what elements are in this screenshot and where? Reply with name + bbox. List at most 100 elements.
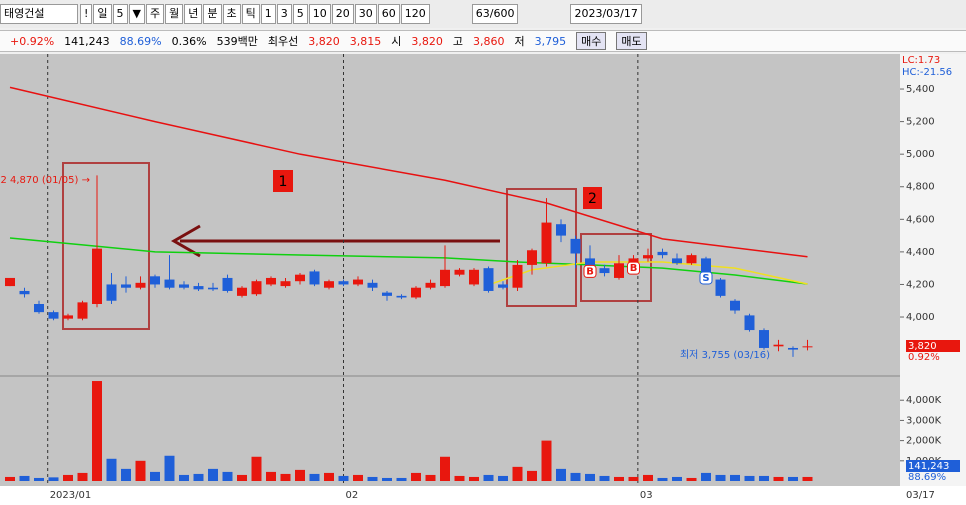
candle-body — [527, 250, 537, 265]
period-button[interactable]: 년 — [184, 4, 203, 24]
signal-marker — [583, 264, 597, 278]
candle-body — [106, 284, 117, 301]
volume-bar — [48, 477, 59, 481]
period-button[interactable]: ! — [80, 4, 93, 24]
period-button[interactable]: 10 — [308, 4, 331, 24]
volume-bar — [483, 474, 494, 481]
y-tick-label: 5,400 — [906, 84, 935, 95]
volume-bar — [34, 477, 44, 481]
volume-bar — [556, 468, 566, 481]
period-button[interactable]: 120 — [400, 4, 430, 24]
buy-button[interactable]: 매수 — [576, 32, 607, 50]
period-button[interactable]: 초 — [222, 4, 241, 24]
date[interactable]: 2023/03/17 — [570, 4, 642, 24]
period-button[interactable]: 30 — [354, 4, 377, 24]
candle-body — [744, 315, 755, 331]
candle-body — [425, 282, 436, 288]
volume-bar — [324, 472, 334, 481]
volume-bar — [759, 475, 769, 481]
info-item: 539백만 — [216, 35, 258, 48]
volume-bar — [527, 470, 537, 481]
sell-button[interactable]: 매도 — [616, 32, 647, 50]
candle-body — [135, 282, 146, 288]
box-label: 1 — [279, 174, 288, 190]
info-item: 3,820 — [411, 34, 443, 48]
info-item: 3,860 — [472, 34, 505, 48]
volume-bar — [715, 474, 726, 481]
candle-body — [266, 277, 276, 285]
candle-body — [208, 287, 218, 290]
signal-marker — [699, 271, 713, 285]
candle-body — [657, 251, 668, 256]
volume-bar — [788, 476, 798, 481]
info-item: 시 — [391, 35, 402, 48]
candle-body — [759, 330, 769, 348]
period-button[interactable]: 틱 — [241, 4, 260, 24]
x-label: 2023/01 — [50, 490, 92, 501]
high-note: 2 4,870 (01/05) → — [0, 175, 90, 186]
volume-bar — [744, 475, 755, 481]
volume-bar — [701, 472, 711, 481]
volume-bar — [164, 455, 175, 481]
candle-body — [367, 282, 378, 288]
volume-bar — [382, 477, 392, 481]
period-button[interactable]: 60 — [377, 4, 400, 24]
period-button[interactable]: 3 — [276, 4, 292, 24]
y-tick-label: 5,200 — [906, 117, 935, 128]
volume-bar — [672, 476, 682, 481]
volume-bar — [77, 472, 88, 481]
candle-body — [382, 292, 392, 296]
candle-body — [396, 295, 407, 298]
date-bar — [0, 486, 966, 505]
period-button[interactable]: 1 — [260, 4, 276, 24]
candle-body — [5, 277, 15, 287]
period-button[interactable]: ▼ — [128, 4, 146, 24]
info-item: 3,820 — [308, 34, 340, 48]
volume-bar — [454, 475, 465, 481]
volume-bar — [179, 474, 189, 481]
price-box — [906, 340, 960, 352]
candle-body — [643, 255, 653, 259]
volume-bar — [266, 471, 276, 481]
volume-bar — [280, 473, 291, 481]
candle-body — [802, 346, 813, 348]
y-tick-label: 5,000 — [906, 149, 935, 160]
hc-label: HC:-21.56 — [902, 67, 952, 78]
moving-average — [9, 237, 808, 285]
period-button[interactable]: 5 — [292, 4, 308, 24]
period-button[interactable]: 주 — [146, 4, 165, 24]
y-tick-label: 4,200 — [906, 279, 935, 290]
period-button[interactable]: 5 — [112, 4, 128, 24]
period-button[interactable]: 20 — [331, 4, 354, 24]
stock-name[interactable]: 태영건설 — [0, 4, 78, 24]
moving-average — [488, 261, 808, 286]
signal-marker — [627, 261, 640, 275]
candle-body — [541, 222, 552, 264]
y-tick-label: 4,600 — [906, 214, 935, 225]
volume-bar — [585, 473, 595, 481]
period-button[interactable]: 일 — [93, 4, 112, 24]
volume-bar — [135, 460, 146, 481]
signal-label: S — [702, 273, 709, 284]
volume-bar — [193, 473, 204, 481]
vol-tick-label: 4,000K — [906, 395, 942, 406]
volume-bar — [295, 469, 305, 481]
volume-bar — [469, 476, 479, 481]
candle-body — [788, 347, 798, 350]
candle-body — [324, 281, 334, 288]
info-item: 최우선 — [267, 35, 299, 48]
candle-body — [237, 287, 247, 296]
candle-body — [164, 279, 175, 288]
info-item: 88.69% — [119, 34, 162, 48]
moving-average — [9, 86, 808, 258]
count[interactable]: 63/600 — [471, 4, 519, 24]
info-item: 3,815 — [349, 34, 382, 48]
candle-body — [121, 284, 131, 288]
lc-label: LC:1.73 — [902, 55, 940, 66]
period-button[interactable]: 월 — [165, 4, 184, 24]
period-button[interactable]: 분 — [203, 4, 222, 24]
volume-bar — [367, 476, 378, 481]
x-label: 02 — [346, 490, 359, 501]
candle-body — [498, 284, 508, 288]
last-date: 03/17 — [906, 490, 935, 501]
